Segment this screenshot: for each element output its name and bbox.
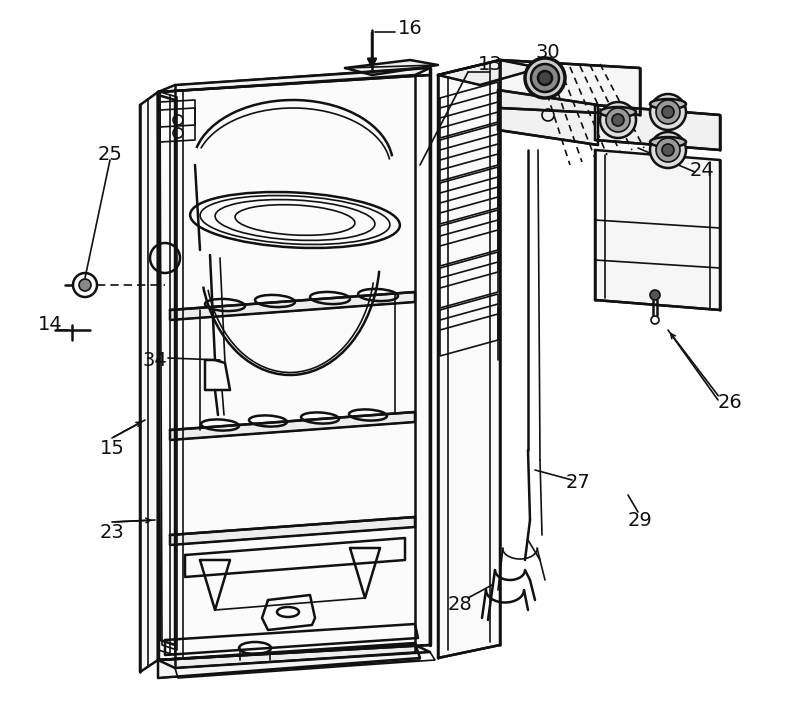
Text: 26: 26: [718, 392, 742, 411]
Polygon shape: [500, 60, 640, 115]
Polygon shape: [498, 90, 598, 145]
Circle shape: [662, 106, 674, 118]
Polygon shape: [158, 68, 430, 92]
Text: 23: 23: [100, 523, 124, 541]
Text: 30: 30: [536, 43, 560, 61]
Ellipse shape: [650, 99, 686, 109]
Text: 15: 15: [99, 438, 125, 458]
Polygon shape: [140, 92, 158, 672]
Polygon shape: [595, 105, 720, 150]
Text: 34: 34: [142, 351, 167, 369]
Text: 25: 25: [98, 145, 122, 165]
Text: 14: 14: [38, 315, 62, 334]
Text: 28: 28: [448, 595, 472, 613]
Ellipse shape: [650, 137, 686, 147]
Circle shape: [650, 94, 686, 130]
Text: 13: 13: [478, 56, 502, 74]
Polygon shape: [438, 60, 500, 658]
Text: 29: 29: [628, 511, 652, 530]
Circle shape: [656, 100, 680, 124]
Text: 16: 16: [398, 19, 422, 38]
Circle shape: [79, 279, 91, 291]
Circle shape: [650, 290, 660, 300]
Circle shape: [656, 138, 680, 162]
Text: 24: 24: [690, 160, 714, 180]
Circle shape: [600, 102, 636, 138]
Circle shape: [612, 114, 624, 126]
Polygon shape: [170, 412, 415, 440]
Circle shape: [650, 132, 686, 168]
Circle shape: [531, 64, 559, 92]
Polygon shape: [438, 60, 540, 85]
Circle shape: [606, 108, 630, 132]
Polygon shape: [170, 517, 415, 545]
Circle shape: [538, 71, 552, 85]
Circle shape: [662, 144, 674, 156]
Circle shape: [525, 58, 565, 98]
Polygon shape: [595, 150, 720, 310]
Text: 27: 27: [566, 473, 590, 491]
Polygon shape: [345, 60, 438, 75]
Ellipse shape: [600, 107, 636, 117]
Polygon shape: [158, 645, 430, 668]
Polygon shape: [158, 75, 430, 660]
Polygon shape: [158, 643, 420, 678]
Polygon shape: [170, 292, 415, 320]
